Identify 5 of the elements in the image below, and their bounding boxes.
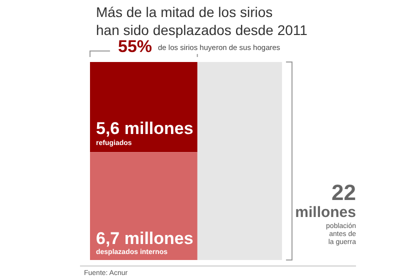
text: 55% — [118, 37, 152, 56]
text: Más de la mitad de los sirios han sido desplazados desde 2011 — [96, 4, 308, 38]
data-label: 6,7 millones — [96, 229, 194, 248]
data-label: 5,6 millones — [96, 119, 194, 138]
data-label: 22 millones — [295, 180, 356, 221]
